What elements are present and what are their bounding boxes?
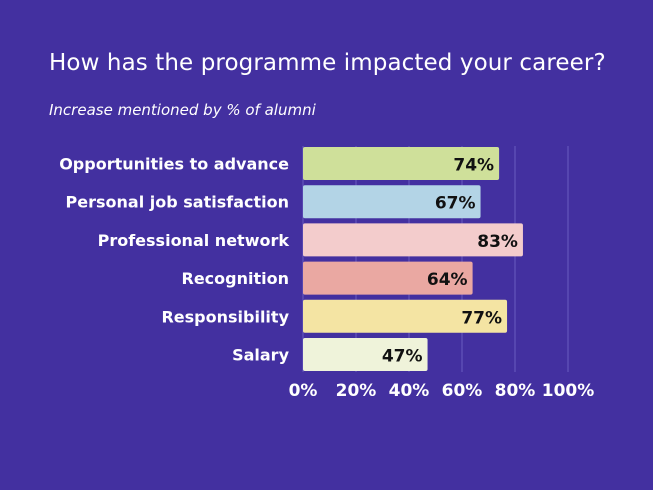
x-tick-label: 100% xyxy=(542,381,595,401)
value-label: 74% xyxy=(453,156,494,176)
category-label: Professional network xyxy=(98,231,290,250)
bar xyxy=(303,338,428,371)
value-label: 64% xyxy=(427,270,468,290)
bar xyxy=(303,223,523,257)
value-label: 83% xyxy=(477,232,518,252)
category-label: Opportunities to advance xyxy=(59,155,289,174)
x-tick-label: 40% xyxy=(389,381,430,401)
bar xyxy=(303,185,481,219)
chart-subtitle: Increase mentioned by % of alumni xyxy=(49,101,316,119)
value-label: 47% xyxy=(382,347,423,367)
x-tick-label: 80% xyxy=(495,381,536,401)
x-tick-label: 20% xyxy=(336,381,377,401)
category-label: Recognition xyxy=(182,269,290,288)
x-tick-label: 60% xyxy=(442,381,483,401)
category-label: Responsibility xyxy=(161,307,289,326)
category-label: Personal job satisfaction xyxy=(66,193,289,212)
category-label: Salary xyxy=(232,346,289,365)
bar xyxy=(303,299,508,333)
bar xyxy=(303,261,473,295)
value-label: 77% xyxy=(461,308,502,328)
value-label: 67% xyxy=(435,194,476,214)
bar xyxy=(303,147,500,180)
x-tick-label: 0% xyxy=(289,381,318,401)
chart-title: How has the programme impacted your care… xyxy=(49,50,606,76)
